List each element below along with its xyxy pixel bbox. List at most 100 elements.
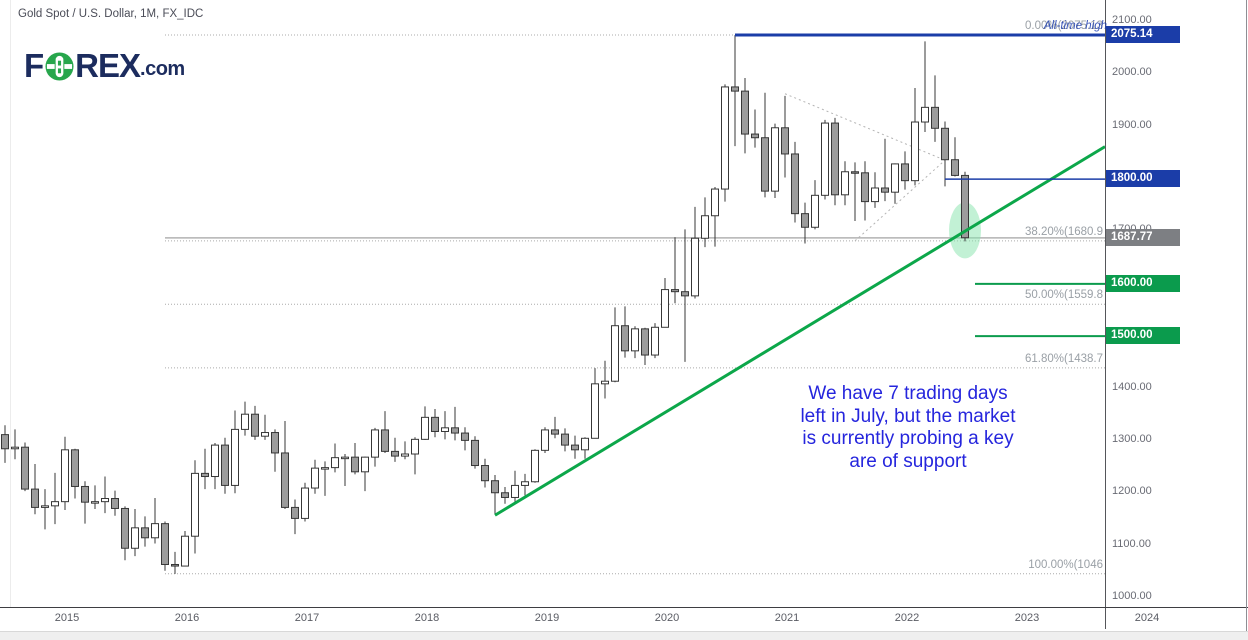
price-badge: 1687.77 [1106, 228, 1180, 246]
candle [781, 127, 789, 155]
candle [151, 523, 159, 539]
candle [711, 188, 719, 217]
candle [701, 215, 709, 239]
fib-label: 0.00%(2075.13 [1024, 20, 1103, 33]
candle [951, 159, 959, 176]
forex-plug-icon [45, 52, 74, 81]
candle [201, 472, 209, 478]
candle [421, 416, 429, 440]
candle [941, 127, 949, 161]
price-badge: 2075.14 [1106, 26, 1180, 44]
candle [761, 137, 769, 192]
year-label: 2016 [174, 612, 200, 624]
bottom-strip [0, 632, 1248, 640]
candle [91, 501, 99, 504]
price-tick-label: 1200.00 [1112, 485, 1152, 498]
candle [831, 122, 839, 196]
candle [191, 472, 199, 537]
candle [101, 498, 109, 503]
candle [961, 174, 969, 239]
candle [481, 465, 489, 482]
support-trendline [494, 145, 1106, 517]
candle [321, 467, 329, 470]
year-label: 2017 [294, 612, 320, 624]
candle [251, 413, 259, 437]
candle [301, 487, 309, 519]
candle [61, 449, 69, 503]
candle [661, 289, 669, 328]
annotation-line: are of support [849, 450, 967, 472]
candle [21, 446, 29, 490]
candle [411, 438, 419, 455]
candle [911, 121, 919, 182]
forex-logo: F REX .com [24, 49, 185, 82]
candle [611, 325, 619, 382]
annotation-text: We have 7 trading days left in July, but… [773, 383, 1043, 473]
candle [561, 433, 569, 446]
pennant-line [854, 159, 946, 242]
candle [341, 456, 349, 460]
year-label: 2019 [534, 612, 560, 624]
candle [51, 501, 59, 507]
candle [921, 106, 929, 123]
candle [121, 507, 129, 549]
year-label: 2024 [1134, 612, 1160, 624]
year-label: 2020 [654, 612, 680, 624]
candle [221, 444, 229, 486]
candle [261, 432, 269, 437]
candle [31, 488, 39, 508]
candle [211, 444, 219, 478]
candle [1, 434, 9, 450]
candle [571, 444, 579, 451]
candle [671, 289, 679, 293]
candle [721, 86, 729, 190]
candle [351, 456, 359, 473]
candle [231, 428, 239, 486]
fib-label: 61.80%(1438.7 [1024, 352, 1103, 365]
year-label: 2022 [894, 612, 920, 624]
candle [891, 163, 899, 193]
candle [501, 492, 509, 498]
candle [931, 106, 939, 129]
candle [71, 449, 79, 487]
candle [401, 453, 409, 457]
candle [801, 213, 809, 228]
fib-label: 38.20%(1680.9 [1024, 225, 1103, 238]
price-tick-label: 1000.00 [1112, 590, 1152, 602]
price-badge: 1600.00 [1106, 274, 1180, 292]
candle [11, 446, 19, 450]
candle [771, 127, 779, 192]
year-label: 2021 [774, 612, 800, 624]
candle [861, 172, 869, 203]
year-label: 2018 [414, 612, 440, 624]
price-tick-label: 1400.00 [1112, 380, 1152, 393]
candle [271, 432, 279, 454]
price-badge: 1800.00 [1106, 170, 1180, 188]
candle [791, 153, 799, 215]
price-tick-label: 1300.00 [1112, 432, 1152, 445]
candle [471, 439, 479, 467]
candle [521, 481, 529, 486]
candle [111, 498, 119, 509]
candle [241, 413, 249, 430]
candle [181, 535, 189, 567]
candle [651, 326, 659, 356]
candle [641, 328, 649, 356]
candle [591, 383, 599, 439]
annotation-line: We have 7 trading days [808, 383, 1008, 404]
candle [531, 449, 539, 483]
candle [741, 90, 749, 135]
candle [821, 122, 829, 196]
year-label: 2015 [54, 612, 80, 624]
candle [601, 380, 609, 385]
candle [331, 457, 339, 469]
candle [381, 429, 389, 452]
chart-title: Gold Spot / U.S. Dollar, 1M, FX_IDC [18, 8, 204, 20]
candle [441, 427, 449, 432]
candle [431, 416, 439, 432]
year-label: 2023 [1014, 612, 1040, 624]
pennant-line [784, 93, 946, 161]
candle [281, 452, 289, 508]
candle [631, 328, 639, 352]
